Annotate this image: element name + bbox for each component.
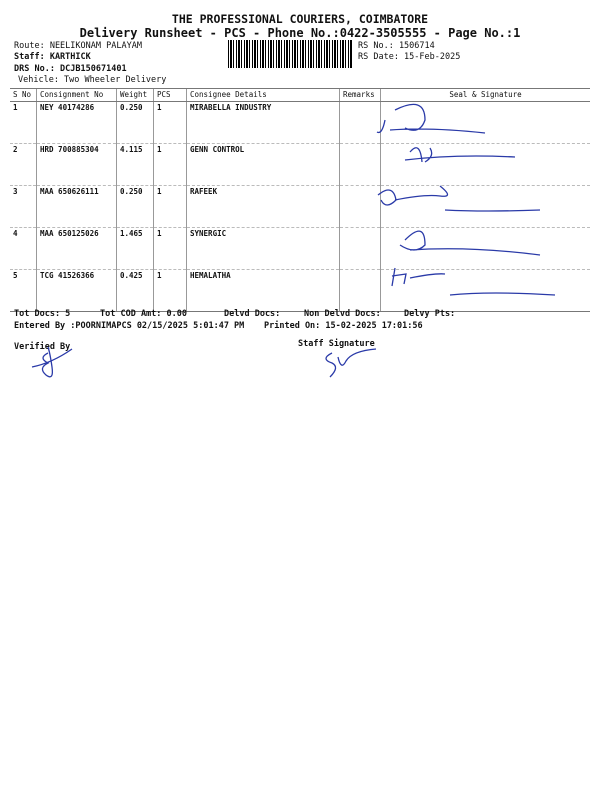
cell-consignee: MIRABELLA INDUSTRY xyxy=(186,101,340,144)
col-consignee: Consignee Details xyxy=(186,88,340,102)
cell-consignee: GENN CONTROL xyxy=(186,143,340,186)
cell-sno: 3 xyxy=(10,185,37,228)
cell-cn: MAA 650125026 xyxy=(36,227,117,270)
runsheet-subtitle: Delivery Runsheet - PCS - Phone No.:0422… xyxy=(79,26,521,40)
cell-consignee: SYNERGIC xyxy=(186,227,340,270)
table-row: 5 TCG 41526366 0.425 1 HEMALATHA xyxy=(10,269,590,312)
consignment-table: S No Consignment No Weight PCS Consignee… xyxy=(10,88,590,312)
barcode xyxy=(228,40,352,68)
signature-1 xyxy=(376,103,486,134)
staff-signature-label: Staff Signature xyxy=(298,339,375,349)
cell-signature xyxy=(380,143,590,186)
cell-weight: 0.250 xyxy=(116,185,154,228)
route: Route: NEELIKONAM PALAYAM xyxy=(14,41,142,51)
cell-pcs: 1 xyxy=(153,185,187,228)
cell-pcs: 1 xyxy=(153,101,187,144)
cell-cn: NEY 40174286 xyxy=(36,101,117,144)
cell-weight: 4.115 xyxy=(116,143,154,186)
cell-sno: 5 xyxy=(10,269,37,312)
cell-consignee: RAFEEK xyxy=(186,185,340,228)
signature-4 xyxy=(399,230,541,256)
verified-by-label: Verified By xyxy=(14,342,71,352)
cell-pcs: 1 xyxy=(153,269,187,312)
col-signature: Seal & Signature xyxy=(380,88,590,102)
col-sno: S No xyxy=(10,88,37,102)
recipient-signatures xyxy=(376,103,556,296)
delvy-pts: Delvy Pts: xyxy=(404,309,456,319)
col-pcs: PCS xyxy=(153,88,187,102)
cell-remarks xyxy=(339,227,381,270)
rs-no: RS No.: 1506714 xyxy=(358,41,435,51)
table-row: 1 NEY 40174286 0.250 1 MIRABELLA INDUSTRY xyxy=(10,101,590,144)
cell-remarks xyxy=(339,269,381,312)
vehicle: Vehicle: Two Wheeler Delivery xyxy=(18,75,167,85)
table-row: 3 MAA 650626111 0.250 1 RAFEEK xyxy=(10,185,590,228)
staff-signature xyxy=(325,348,377,378)
signature-5 xyxy=(391,267,556,296)
cell-cn: MAA 650626111 xyxy=(36,185,117,228)
cell-weight: 1.465 xyxy=(116,227,154,270)
cell-remarks xyxy=(339,101,381,144)
cell-pcs: 1 xyxy=(153,143,187,186)
table-row: 2 HRD 700885304 4.115 1 GENN CONTROL xyxy=(10,143,590,186)
tot-cod-amt: Tot COD Amt: 0.00 xyxy=(100,309,187,319)
cell-sno: 1 xyxy=(10,101,37,144)
cell-sno: 4 xyxy=(10,227,37,270)
delvd-docs: Delvd Docs: xyxy=(224,309,281,319)
entered-by: Entered By :POORNIMAPCS 02/15/2025 5:01:… xyxy=(14,321,245,331)
non-delvd-docs: Non Delvd Docs: xyxy=(304,309,381,319)
rs-date: RS Date: 15-Feb-2025 xyxy=(358,52,461,62)
cell-cn: TCG 41526366 xyxy=(36,269,117,312)
cell-weight: 0.250 xyxy=(116,101,154,144)
company-title: THE PROFESSIONAL COURIERS, COIMBATORE xyxy=(171,12,429,26)
staff: Staff: KARTHICK xyxy=(14,52,91,62)
cell-pcs: 1 xyxy=(153,227,187,270)
table-row: 4 MAA 650125026 1.465 1 SYNERGIC xyxy=(10,227,590,270)
tot-docs: Tot Docs: 5 xyxy=(14,309,71,319)
cell-consignee: HEMALATHA xyxy=(186,269,340,312)
cell-cn: HRD 700885304 xyxy=(36,143,117,186)
printed-on: Printed On: 15-02-2025 17:01:56 xyxy=(264,321,423,331)
col-consignment: Consignment No xyxy=(36,88,117,102)
cell-signature xyxy=(380,227,590,270)
cell-signature xyxy=(380,101,590,144)
col-remarks: Remarks xyxy=(339,88,381,102)
cell-signature xyxy=(380,185,590,228)
cell-sno: 2 xyxy=(10,143,37,186)
drs-no: DRS No.: DCJB150671401 xyxy=(14,64,127,74)
cell-remarks xyxy=(339,185,381,228)
cell-remarks xyxy=(339,143,381,186)
signature-2 xyxy=(404,147,516,163)
signature-3 xyxy=(377,185,541,212)
cell-weight: 0.425 xyxy=(116,269,154,312)
verifier-signature xyxy=(31,346,73,378)
col-weight: Weight xyxy=(116,88,154,102)
